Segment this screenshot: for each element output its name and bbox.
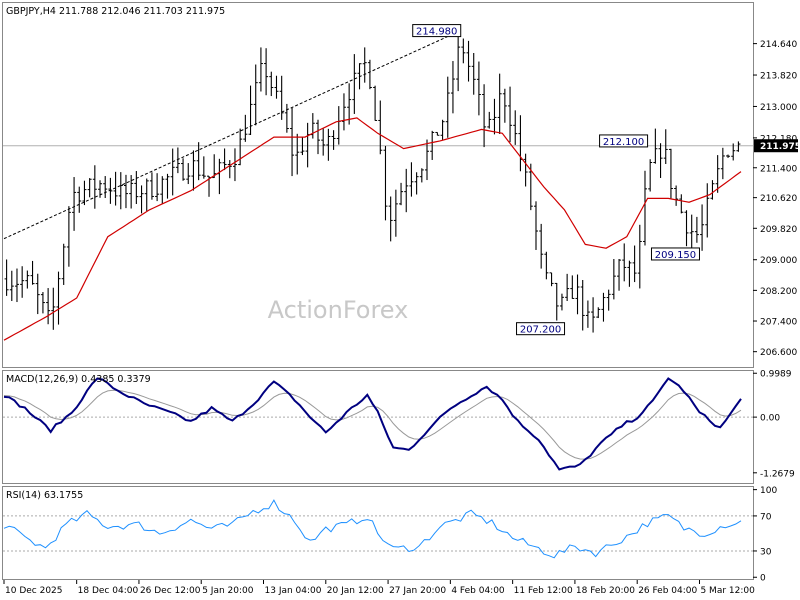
- price-axis-label: 213.820: [760, 72, 797, 82]
- time-axis-label: 4 Feb 04:00: [451, 586, 505, 596]
- macd-axis-label: -1.2679: [760, 469, 795, 479]
- rsi-line: [3, 499, 742, 559]
- time-axis-label: 13 Jan 04:00: [265, 586, 322, 596]
- rsi-label: RSI(14) 63.1755: [6, 490, 83, 501]
- price-annotation-label: 214.980: [416, 27, 457, 38]
- price-axis-label: 209.820: [760, 225, 797, 235]
- price-axis-label: 213.000: [760, 103, 797, 113]
- price-annotation-box: [516, 322, 566, 336]
- rsi-axis-label: 30: [760, 547, 772, 557]
- time-axis-label: 5 Mar 12:00: [700, 586, 755, 596]
- price-axis-label: 207.400: [760, 318, 797, 328]
- price-axis-label: 214.640: [760, 40, 797, 50]
- axis-layer: 214.640213.820213.000212.180211.400210.6…: [3, 40, 800, 596]
- time-axis-label: 27 Jan 20:00: [389, 586, 446, 596]
- macd-axis-label: 0.00: [760, 414, 780, 424]
- macd-signal-line: [3, 389, 742, 460]
- time-axis-label: 18 Feb 20:00: [576, 586, 635, 596]
- price-annotation-label: 209.150: [655, 250, 696, 261]
- price-annotation-box: [650, 247, 700, 261]
- time-axis-label: 20 Jan 12:00: [327, 586, 384, 596]
- price-annotation-box: [412, 24, 462, 38]
- price-panel: [2, 2, 754, 368]
- macd-layer: [3, 377, 753, 471]
- price-annotation-label: 212.100: [603, 137, 644, 148]
- price-annotation-box: [599, 134, 649, 148]
- time-axis-label: 26 Dec 12:00: [140, 586, 201, 596]
- macd-label: MACD(12,26,9) 0.4385 0.3379: [6, 374, 151, 385]
- price-axis-label: 208.200: [760, 287, 797, 297]
- price-axis-label: 211.400: [760, 164, 797, 174]
- macd-line: [3, 377, 742, 471]
- time-axis-label: 5 Jan 20:00: [202, 586, 254, 596]
- rsi-panel: [2, 486, 754, 580]
- moving-average-line: [3, 117, 742, 341]
- price-layer: 214.980 212.100 209.150 207.200: [3, 24, 753, 341]
- macd-panel: [2, 370, 754, 484]
- symbol-header: GBPJPY,H4 211.788 212.046 211.703 211.97…: [6, 6, 225, 17]
- time-axis-label: 10 Dec 2025: [5, 586, 63, 596]
- last-price-box: [754, 139, 798, 153]
- price-axis-label: 210.620: [760, 194, 797, 204]
- rsi-layer: [3, 499, 753, 559]
- time-axis-label: 11 Feb 12:00: [514, 586, 573, 596]
- time-axis-label: 18 Dec 04:00: [78, 586, 139, 596]
- rsi-axis-label: 100: [760, 486, 777, 496]
- watermark: ActionForex: [268, 296, 409, 324]
- rsi-axis-label: 70: [760, 512, 772, 522]
- price-axis-label: 209.000: [760, 256, 797, 266]
- last-price-label: 211.975: [760, 142, 800, 152]
- time-axis-label: 26 Feb 04:00: [638, 586, 697, 596]
- price-annotation-label: 207.200: [520, 325, 561, 336]
- macd-axis-label: 0.9989: [760, 370, 792, 380]
- price-axis-label: 206.600: [760, 348, 797, 358]
- rsi-axis-label: 0: [760, 574, 766, 584]
- trendline: [3, 30, 461, 240]
